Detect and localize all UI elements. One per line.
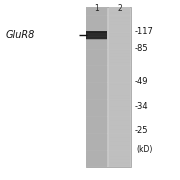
Text: -49: -49: [134, 77, 148, 86]
Text: (kD): (kD): [137, 145, 153, 154]
Bar: [86, 31, 107, 39]
Text: -25: -25: [134, 126, 148, 135]
Text: -34: -34: [134, 102, 148, 111]
Text: GluR8: GluR8: [5, 30, 35, 40]
Bar: [86, 7, 107, 167]
Text: -85: -85: [134, 44, 148, 53]
Bar: [109, 7, 130, 167]
Bar: [86, 7, 131, 167]
Text: -117: -117: [134, 27, 153, 36]
Text: 2: 2: [117, 4, 122, 13]
Text: 1: 1: [94, 4, 99, 13]
